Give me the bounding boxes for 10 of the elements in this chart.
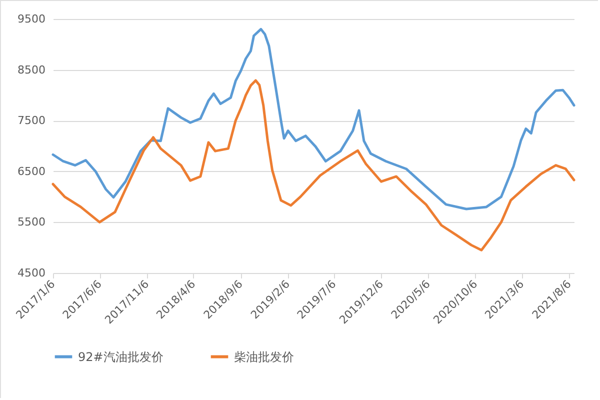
y-tick-label: 4500 <box>18 266 46 280</box>
y-tick-label: 6500 <box>18 164 46 178</box>
y-tick-label: 7500 <box>18 114 46 128</box>
y-tick-label: 5500 <box>18 216 46 229</box>
line-series <box>52 79 576 252</box>
y-tick-label: 9500 <box>18 12 46 26</box>
y-tick-label: 8500 <box>18 63 46 76</box>
legend-label: 92#汽油批发价 <box>78 350 164 364</box>
line-series <box>52 28 576 210</box>
legend-label: 柴油批发价 <box>234 350 294 364</box>
